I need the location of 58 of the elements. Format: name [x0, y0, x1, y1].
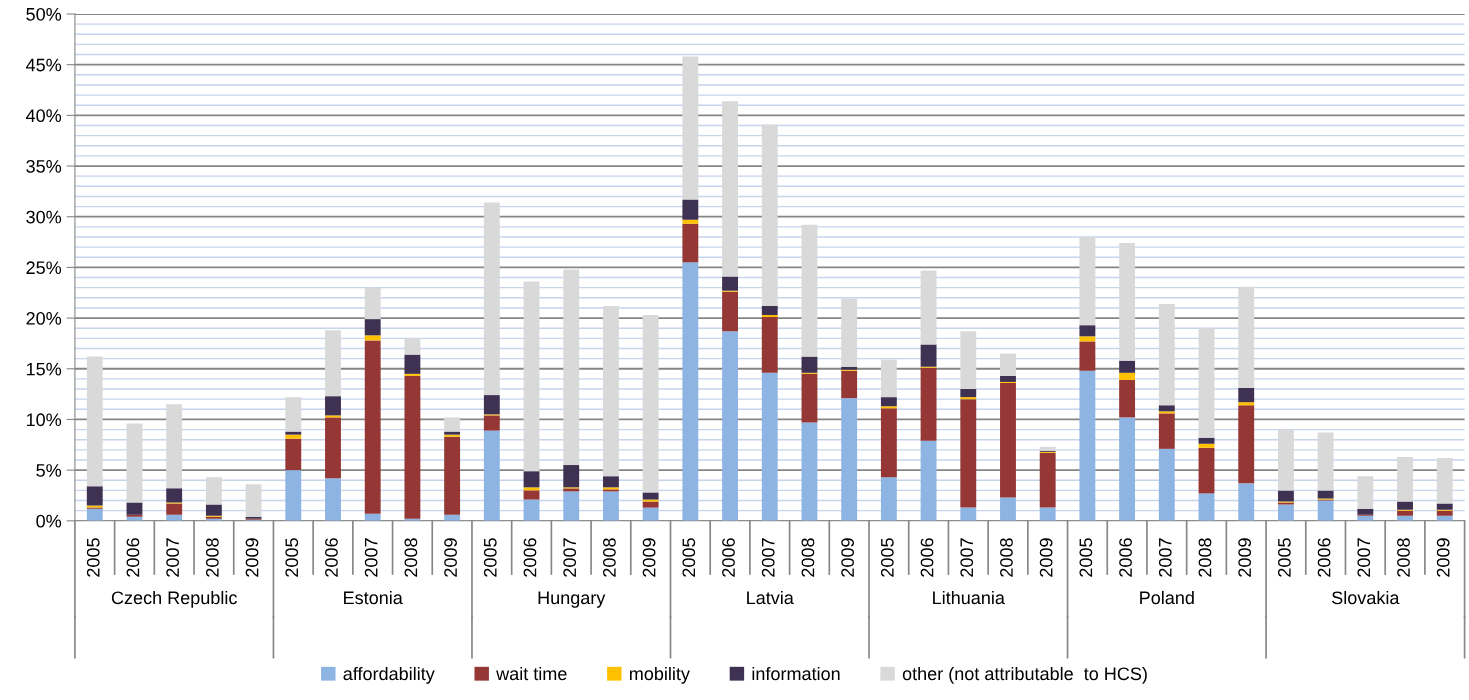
- x-tick-label: 2009: [642, 538, 656, 577]
- x-tick-label: 2009: [444, 538, 457, 577]
- y-tick-label: 30%: [26, 210, 62, 224]
- y-tick-label: 50%: [26, 7, 62, 21]
- y-tick-label: 25%: [26, 261, 62, 275]
- x-tick-label: 2006: [1119, 538, 1132, 577]
- x-tick-label: 2005: [682, 538, 696, 577]
- y-tick-label: 20%: [26, 312, 62, 325]
- x-tick-label: 2007: [1357, 538, 1371, 577]
- x-tick-label: 2009: [1039, 538, 1053, 577]
- text: Poland: [1140, 590, 1194, 605]
- text: Hungary: [538, 591, 606, 608]
- y-tick-label: 5%: [36, 464, 62, 477]
- x-tick-label: 2005: [1277, 538, 1291, 577]
- text: Latvia: [747, 590, 794, 605]
- x-tick-label: 2006: [126, 538, 140, 577]
- x-tick-label: 2007: [761, 538, 775, 577]
- x-tick-label: 2008: [801, 538, 815, 577]
- x-tick-label: 2007: [563, 538, 577, 577]
- x-tick-label: 2005: [1079, 538, 1093, 577]
- text: Estonia: [344, 590, 403, 605]
- x-tick-label: 2005: [483, 538, 497, 577]
- x-tick-label: 2008: [205, 538, 219, 577]
- x-tick-label: 2007: [364, 538, 378, 577]
- y-tick-label: 40%: [26, 109, 62, 123]
- y-tick-label: 45%: [26, 58, 62, 72]
- y-tick-label: 15%: [26, 362, 62, 376]
- legend-label: affordability: [343, 666, 435, 684]
- x-tick-label: 2009: [1238, 538, 1252, 577]
- x-tick-label: 2006: [523, 538, 537, 577]
- x-tick-label: 2009: [841, 538, 855, 577]
- x-tick-label: 2009: [245, 538, 259, 577]
- x-tick-label: 2008: [404, 538, 418, 577]
- y-tick-label: 35%: [26, 159, 62, 173]
- text: Slovakia: [1332, 590, 1400, 605]
- x-tick-label: 2008: [1397, 538, 1410, 577]
- x-tick-label: 2007: [166, 538, 180, 577]
- legend-label: other (not attributable to HCS): [902, 666, 1147, 684]
- x-tick-label: 2006: [325, 538, 338, 577]
- x-tick-label: 2008: [1198, 538, 1212, 577]
- y-tick-label: 0%: [36, 514, 62, 528]
- legend-label: mobility: [629, 666, 690, 684]
- x-tick-label: 2008: [1000, 538, 1013, 577]
- x-tick-label: 2006: [1317, 538, 1331, 577]
- x-tick-label: 2005: [285, 538, 299, 577]
- text: Lithuania: [933, 590, 1005, 605]
- x-tick-label: 2005: [880, 538, 894, 577]
- x-tick-label: 2009: [1436, 538, 1450, 577]
- x-tick-label: 2006: [722, 538, 735, 577]
- legend-label: wait time: [496, 666, 567, 681]
- text: Czech Republic: [111, 590, 237, 608]
- x-tick-label: 2008: [603, 538, 616, 577]
- x-tick-label: 2005: [86, 538, 100, 577]
- x-tick-label: 2006: [920, 538, 934, 577]
- x-tick-label: 2007: [960, 538, 974, 577]
- x-tick-label: 2007: [1158, 538, 1172, 577]
- y-tick-label: 10%: [26, 413, 62, 427]
- legend-label: information: [752, 666, 840, 681]
